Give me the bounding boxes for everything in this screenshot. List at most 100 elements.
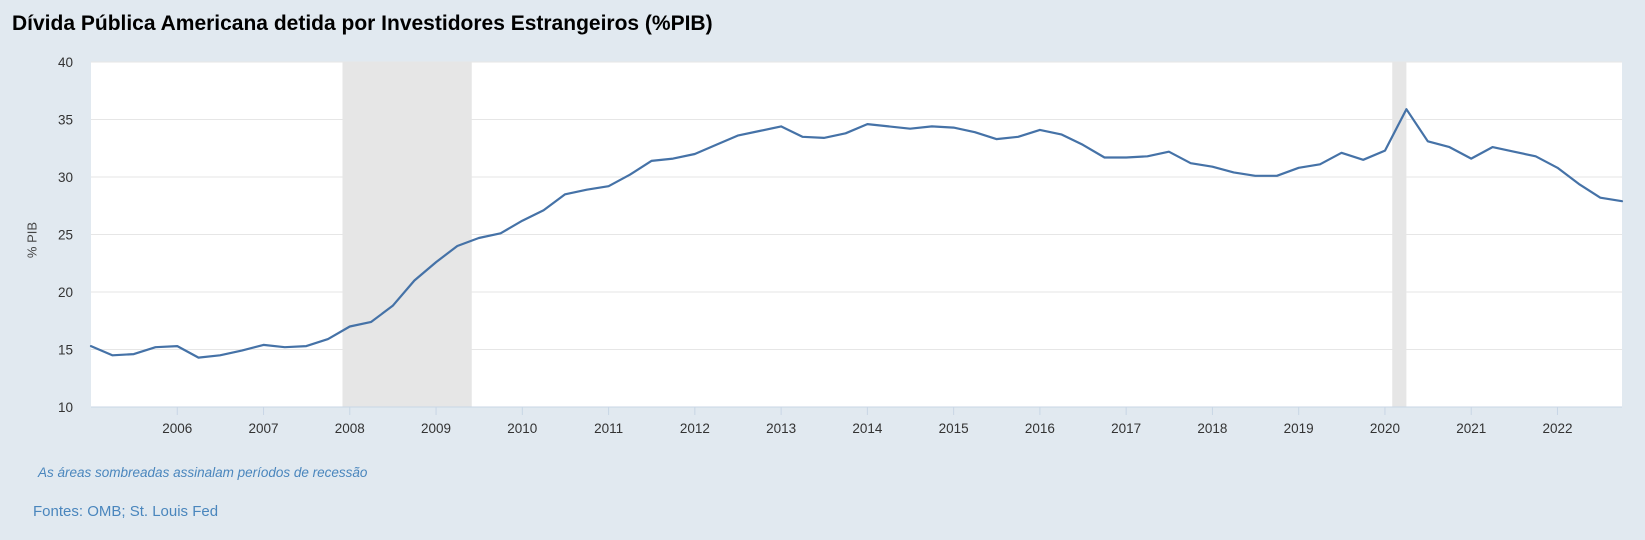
- series-point[interactable]: [1252, 173, 1258, 179]
- series-point[interactable]: [1425, 138, 1431, 144]
- y-tick-label: 15: [58, 343, 73, 358]
- series-point[interactable]: [1274, 173, 1280, 179]
- series-point[interactable]: [1597, 195, 1603, 201]
- x-tick-label: 2008: [335, 421, 365, 436]
- series-point[interactable]: [1403, 106, 1409, 112]
- grid-layer: [91, 61, 1622, 350]
- series-point[interactable]: [562, 191, 568, 197]
- series-point[interactable]: [1360, 157, 1366, 163]
- series-point[interactable]: [907, 126, 913, 132]
- series-point[interactable]: [196, 355, 202, 361]
- series-point[interactable]: [411, 278, 417, 284]
- series-line[interactable]: [89, 108, 1624, 359]
- series-point[interactable]: [476, 235, 482, 241]
- x-tick-label: 2016: [1025, 421, 1055, 436]
- series-point[interactable]: [1533, 153, 1539, 159]
- series-point[interactable]: [843, 130, 849, 136]
- series-point[interactable]: [1576, 181, 1582, 187]
- x-tick-label: 2012: [680, 421, 710, 436]
- series-point[interactable]: [864, 121, 870, 127]
- series-point[interactable]: [1489, 144, 1495, 150]
- series-point[interactable]: [1619, 198, 1625, 204]
- series-point[interactable]: [303, 343, 309, 349]
- y-axis-label: % PIB: [24, 221, 40, 259]
- series-point[interactable]: [239, 348, 245, 354]
- x-tick-label: 2019: [1284, 421, 1314, 436]
- series-point[interactable]: [799, 134, 805, 140]
- y-tick-label: 30: [58, 170, 73, 185]
- series-point[interactable]: [1188, 160, 1194, 166]
- series-point[interactable]: [606, 183, 612, 189]
- series-point[interactable]: [1166, 149, 1172, 155]
- chart-title: Dívida Pública Americana detida por Inve…: [12, 12, 713, 35]
- series-point[interactable]: [1296, 165, 1302, 171]
- x-tick-label: 2013: [766, 421, 796, 436]
- series-point[interactable]: [109, 352, 115, 358]
- series-point[interactable]: [648, 158, 654, 164]
- series-point[interactable]: [1101, 154, 1107, 160]
- series-point[interactable]: [1144, 153, 1150, 159]
- series-point[interactable]: [1554, 165, 1560, 171]
- series-point[interactable]: [1382, 148, 1388, 154]
- series-point[interactable]: [1231, 169, 1237, 175]
- series-point[interactable]: [972, 129, 978, 135]
- series-point[interactable]: [756, 128, 762, 134]
- y-tick-labels: 10 15 20 25 30 35 40: [58, 55, 73, 415]
- x-tick-label: 2017: [1111, 421, 1141, 436]
- series-point[interactable]: [627, 172, 633, 178]
- y-tick-label: 35: [58, 113, 73, 128]
- series-point[interactable]: [498, 230, 504, 236]
- series-point[interactable]: [390, 303, 396, 309]
- recession-note: As áreas sombreadas assinalam períodos d…: [38, 465, 368, 480]
- x-tick-label: 2014: [852, 421, 883, 436]
- series-point[interactable]: [541, 207, 547, 213]
- x-tick-label: 2010: [507, 421, 537, 436]
- series-point[interactable]: [368, 319, 374, 325]
- series-point[interactable]: [993, 136, 999, 142]
- series-point[interactable]: [217, 352, 223, 358]
- series-point[interactable]: [1511, 149, 1517, 155]
- series-point[interactable]: [1037, 127, 1043, 133]
- x-tick-label: 2020: [1370, 421, 1400, 436]
- series-point[interactable]: [1317, 161, 1323, 167]
- series-point[interactable]: [174, 343, 180, 349]
- series-point[interactable]: [670, 156, 676, 162]
- x-tick-label: 2015: [939, 421, 969, 436]
- series-point[interactable]: [325, 336, 331, 342]
- y-tick-label: 20: [58, 285, 73, 300]
- series-point[interactable]: [88, 343, 94, 349]
- y-tick-label: 25: [58, 228, 73, 243]
- series-point[interactable]: [1338, 150, 1344, 156]
- series-point[interactable]: [584, 187, 590, 193]
- series-point[interactable]: [282, 344, 288, 350]
- x-tick-label: 2006: [162, 421, 192, 436]
- series-point[interactable]: [1468, 156, 1474, 162]
- series-point[interactable]: [1015, 134, 1021, 140]
- series-point[interactable]: [433, 259, 439, 265]
- series-point[interactable]: [153, 344, 159, 350]
- series-point[interactable]: [778, 123, 784, 129]
- series-point[interactable]: [347, 324, 353, 330]
- series-layer: [88, 106, 1625, 361]
- series-point[interactable]: [713, 142, 719, 148]
- series-point[interactable]: [454, 243, 460, 249]
- series-point[interactable]: [131, 351, 137, 357]
- series-point[interactable]: [1058, 131, 1064, 137]
- series-point[interactable]: [692, 151, 698, 157]
- series-point[interactable]: [929, 123, 935, 129]
- series-point[interactable]: [519, 218, 525, 224]
- series-point[interactable]: [821, 135, 827, 141]
- series-point[interactable]: [261, 342, 267, 348]
- source-note[interactable]: Fontes: OMB; St. Louis Fed: [33, 503, 219, 520]
- x-tick-label: 2018: [1197, 421, 1227, 436]
- series-point[interactable]: [886, 123, 892, 129]
- series-point[interactable]: [951, 125, 957, 131]
- series-point[interactable]: [1123, 154, 1129, 160]
- y-tick-label: 40: [58, 55, 73, 70]
- series-point[interactable]: [735, 133, 741, 139]
- x-tick-label: 2011: [594, 421, 623, 436]
- series-point[interactable]: [1080, 142, 1086, 148]
- series-point[interactable]: [1209, 164, 1215, 170]
- series-point[interactable]: [1447, 144, 1453, 150]
